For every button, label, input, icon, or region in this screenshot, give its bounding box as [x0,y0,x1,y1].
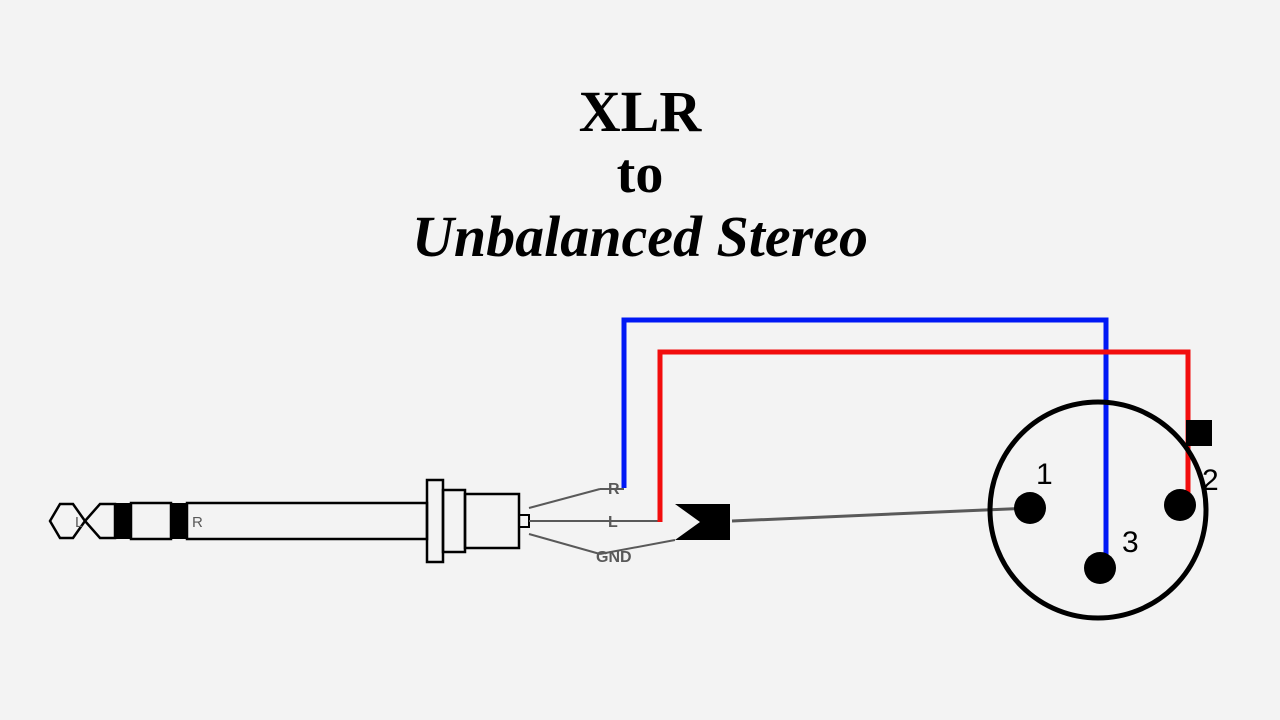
wire-label-gnd: GND [596,549,632,566]
xlr-pin-3 [1084,552,1116,584]
pin-label-3: 3 [1122,526,1139,559]
wire-ground [732,508,1030,521]
pin-label-2: 2 [1202,464,1219,497]
pin-label-1: 1 [1036,458,1053,491]
wiring-svg: L R R L GND 1 2 3 [0,0,1280,720]
xlr-pin-2 [1164,489,1196,521]
trs-tip-label: L [75,514,83,531]
wire-label-r: R [608,481,620,498]
gnd-tab [675,504,730,540]
xlr-pin-1 [1014,492,1046,524]
xlr-key-tab [1186,420,1212,446]
diagram-canvas: { "title": { "line1": "XLR", "line2": "t… [0,0,1280,720]
trs-ring-label: R [192,514,203,531]
wire-red [660,352,1188,522]
wire-label-l: L [608,514,618,531]
trs-plug: L R R L GND [50,480,675,566]
